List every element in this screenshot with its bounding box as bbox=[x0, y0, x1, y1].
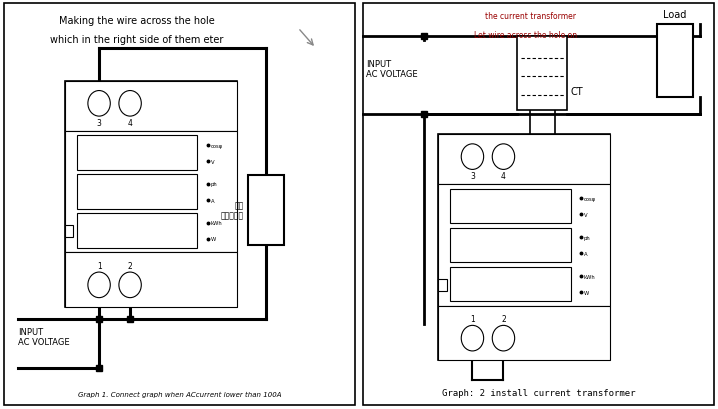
Bar bbox=[450, 189, 571, 223]
Text: Graph 1. Connect graph when ACcurrent lower than 100A: Graph 1. Connect graph when ACcurrent lo… bbox=[78, 391, 281, 397]
Text: Load: Load bbox=[663, 11, 686, 20]
Text: the current transformer: the current transformer bbox=[485, 12, 576, 21]
Circle shape bbox=[119, 272, 141, 298]
Text: 1: 1 bbox=[470, 315, 475, 324]
Text: ph: ph bbox=[210, 182, 218, 187]
Circle shape bbox=[461, 326, 484, 351]
Bar bbox=[438, 135, 610, 360]
Text: A: A bbox=[210, 198, 214, 203]
Bar bbox=[438, 279, 447, 291]
Bar bbox=[77, 214, 197, 248]
Bar bbox=[248, 176, 284, 245]
Text: 负载
（用电器）: 负载 （用电器） bbox=[221, 201, 244, 220]
Text: 1: 1 bbox=[97, 261, 101, 270]
Text: A: A bbox=[584, 251, 587, 256]
Text: INPUT
AC VOLTAGE: INPUT AC VOLTAGE bbox=[366, 60, 418, 79]
Text: 3: 3 bbox=[470, 172, 475, 181]
Circle shape bbox=[493, 326, 515, 351]
Text: Graph: 2 install current transformer: Graph: 2 install current transformer bbox=[442, 388, 635, 397]
Bar bbox=[517, 37, 567, 110]
Bar bbox=[450, 267, 571, 301]
Bar bbox=[65, 226, 73, 238]
Text: 3: 3 bbox=[97, 119, 101, 128]
Circle shape bbox=[493, 144, 515, 170]
Text: 4: 4 bbox=[128, 119, 133, 128]
Text: kWh: kWh bbox=[584, 274, 596, 279]
Bar bbox=[438, 135, 610, 184]
Text: cosφ: cosφ bbox=[210, 143, 223, 148]
Text: V: V bbox=[210, 159, 214, 164]
Circle shape bbox=[88, 272, 111, 298]
Bar bbox=[65, 253, 237, 307]
Bar bbox=[77, 175, 197, 209]
Bar bbox=[65, 82, 237, 307]
Circle shape bbox=[88, 91, 111, 117]
Circle shape bbox=[461, 144, 484, 170]
Bar bbox=[77, 136, 197, 170]
Text: ph: ph bbox=[584, 235, 591, 240]
Bar bbox=[450, 228, 571, 262]
Text: Making the wire across the hole: Making the wire across the hole bbox=[59, 16, 214, 26]
Text: 2: 2 bbox=[128, 261, 133, 270]
Text: cosφ: cosφ bbox=[584, 196, 596, 201]
Text: 2: 2 bbox=[501, 315, 506, 324]
Bar bbox=[438, 184, 610, 306]
Text: Let wire across the hole on: Let wire across the hole on bbox=[474, 31, 577, 40]
Bar bbox=[438, 306, 610, 360]
Bar bbox=[65, 82, 237, 131]
Text: INPUT
AC VOLTAGE: INPUT AC VOLTAGE bbox=[18, 327, 70, 346]
Text: V: V bbox=[584, 212, 587, 217]
Circle shape bbox=[119, 91, 141, 117]
Text: which in the right side of them eter: which in the right side of them eter bbox=[50, 35, 223, 45]
Text: kWh: kWh bbox=[210, 221, 223, 226]
Text: CT: CT bbox=[571, 87, 584, 97]
Text: W: W bbox=[210, 237, 216, 242]
Bar bbox=[657, 25, 693, 98]
Text: 4: 4 bbox=[501, 172, 506, 181]
Bar bbox=[65, 131, 237, 253]
Text: W: W bbox=[584, 290, 589, 295]
